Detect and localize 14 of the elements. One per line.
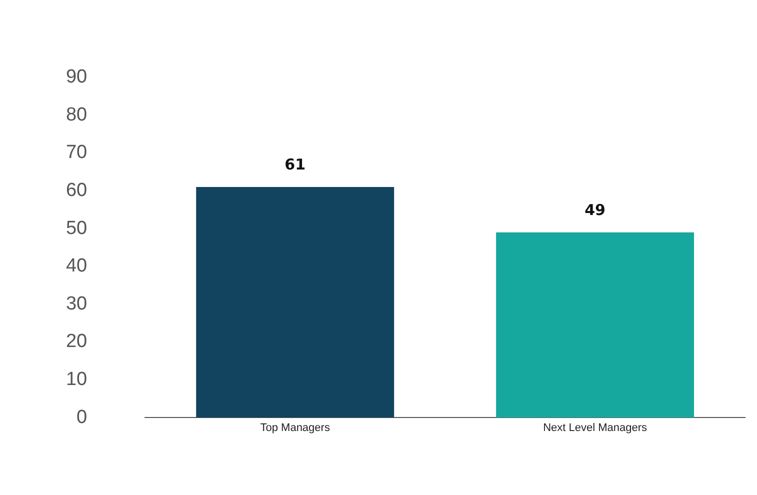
- x-tick-label: Top Managers: [260, 422, 330, 434]
- y-tick-label: 30: [66, 293, 88, 314]
- data-label: 49: [584, 200, 606, 219]
- y-tick-label: 90: [66, 66, 88, 88]
- y-tick-label: 70: [66, 142, 88, 164]
- y-tick-label: 60: [66, 180, 88, 202]
- y-tick-label: 20: [66, 331, 88, 352]
- y-tick-label: 50: [66, 218, 88, 239]
- y-tick-label: 10: [66, 369, 88, 390]
- y-tick-label: 80: [66, 104, 88, 126]
- y-tick-label: 40: [66, 256, 88, 277]
- data-label: 61: [284, 155, 306, 174]
- x-tick-label: Next Level Managers: [543, 422, 648, 434]
- y-tick-label: 0: [76, 406, 88, 428]
